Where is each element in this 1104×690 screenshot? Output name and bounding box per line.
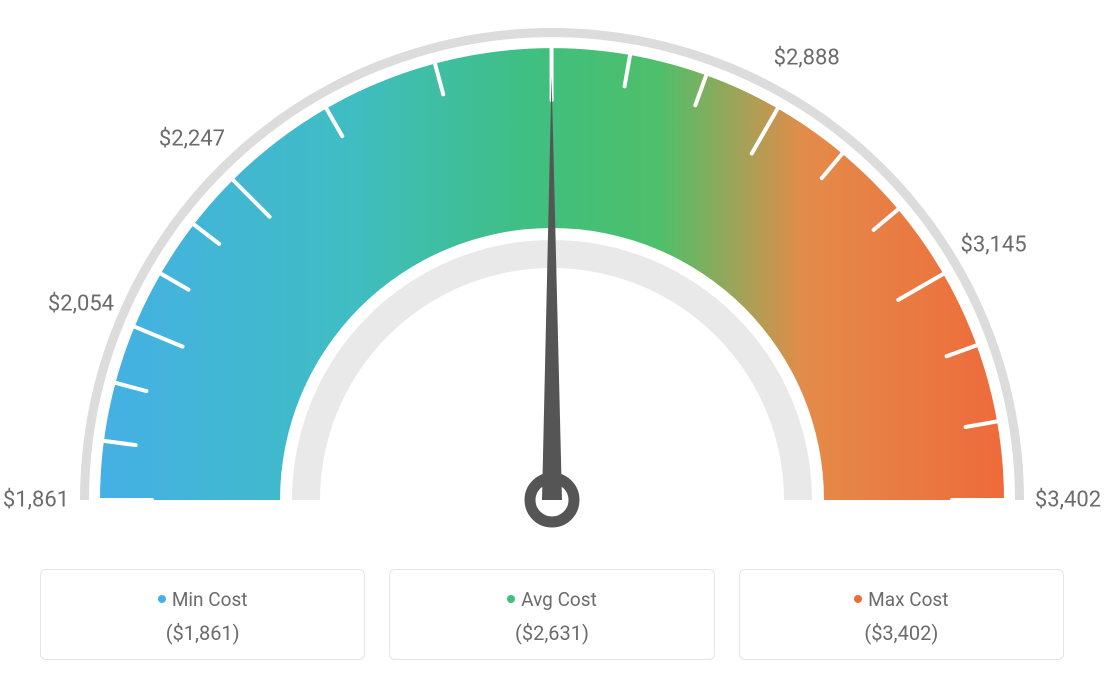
legend-value: ($1,861) (51, 621, 354, 645)
gauge-tick-label: $3,402 (1035, 488, 1101, 513)
legend-label: Avg Cost (400, 588, 703, 611)
legend-dot (854, 595, 862, 603)
legend-label: Max Cost (750, 588, 1053, 611)
gauge-tick-label: $2,247 (159, 126, 225, 151)
legend-label-text: Max Cost (868, 588, 948, 611)
legend-label: Min Cost (51, 588, 354, 611)
gauge-tick-label: $1,861 (3, 488, 69, 513)
legend-dot (158, 595, 166, 603)
legend-row: Min Cost ($1,861) Avg Cost ($2,631) Max Cost… (40, 569, 1064, 660)
gauge-svg (0, 0, 1104, 560)
gauge-chart: $1,861 $2,054 $2,247 $2,631 $2,888 $3,145 $3,4… (0, 0, 1104, 560)
legend-value: ($2,631) (400, 621, 703, 645)
legend-dot (507, 595, 515, 603)
legend-label-text: Avg Cost (521, 588, 597, 611)
legend-box: Max Cost ($3,402) (739, 569, 1064, 660)
legend-value: ($3,402) (750, 621, 1053, 645)
gauge-tick-label: $2,631 (518, 0, 584, 3)
gauge-tick-label: $2,054 (48, 292, 114, 317)
legend-box: Avg Cost ($2,631) (389, 569, 714, 660)
gauge-tick-label: $2,888 (774, 46, 840, 71)
legend-label-text: Min Cost (172, 588, 248, 611)
legend-box: Min Cost ($1,861) (40, 569, 365, 660)
gauge-tick-label: $3,145 (961, 232, 1027, 257)
